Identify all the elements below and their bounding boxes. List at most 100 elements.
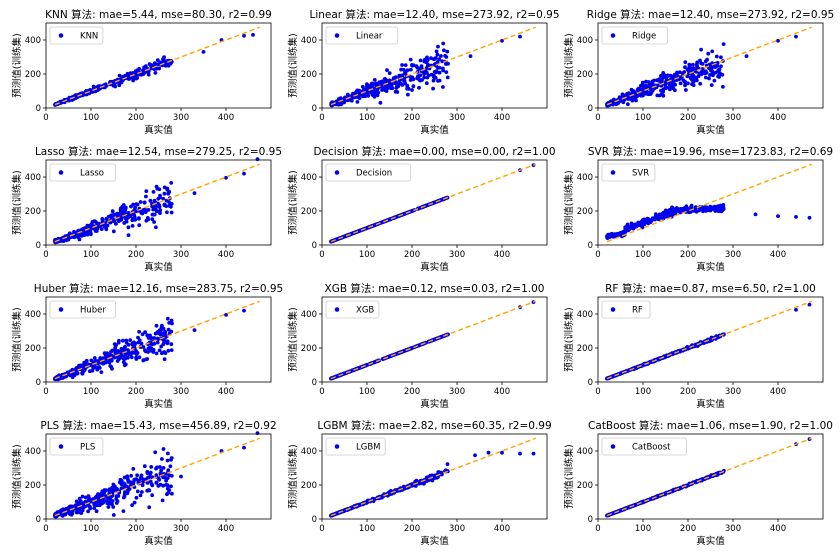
x-tick-label: 200 [404, 524, 420, 534]
subplot-lasso: Lasso 算法: mae=12.54, mse=279.25, r2=0.95… [11, 145, 282, 273]
y-tick-label: 0 [588, 515, 593, 525]
axes-frame [45, 433, 272, 520]
scatter-point [161, 342, 166, 347]
scatter-point [611, 374, 616, 379]
legend-label: SVR [632, 169, 649, 179]
scatter-point [644, 83, 648, 88]
scatter-point [384, 89, 389, 93]
scatter-point [435, 52, 440, 57]
y-tick-label: 200 [577, 481, 593, 491]
scatter-point [680, 207, 685, 211]
y-tick-label: 400 [301, 173, 317, 183]
scatter-point [124, 340, 129, 345]
scatter-point [379, 495, 384, 500]
x-tick-label: 0 [319, 113, 324, 123]
x-tick-label: 300 [173, 113, 189, 123]
scatter-point [75, 371, 80, 376]
y-tick-label: 400 [301, 310, 317, 320]
scatter-point [408, 67, 413, 72]
scatter-point [192, 328, 197, 332]
scatter-point [165, 458, 170, 463]
x-tick-label: 0 [595, 250, 600, 260]
scatter-point [154, 351, 159, 356]
x-tick-label: 400 [770, 387, 786, 397]
scatter-point [104, 354, 109, 359]
scatter-point [159, 468, 164, 473]
axes-frame [597, 22, 824, 109]
scatter-point [710, 49, 715, 54]
scatter-point [121, 360, 126, 364]
scatter-point [164, 478, 169, 483]
scatter-point [144, 189, 149, 194]
scatter-point [693, 342, 698, 347]
x-tick-label: 200 [128, 387, 144, 397]
scatter-point [641, 89, 645, 94]
scatter-point [807, 215, 812, 220]
scatter-point [132, 500, 137, 505]
scatter-point [110, 485, 114, 490]
scatter-point [118, 211, 123, 215]
scatter-point [653, 213, 658, 218]
scatter-point [424, 70, 429, 75]
scatter-point [379, 79, 384, 84]
scatter-point [410, 88, 414, 92]
scatter-point [85, 223, 90, 228]
scatter-point [170, 491, 174, 496]
scatter-point [154, 207, 158, 212]
scatter-point [91, 366, 96, 370]
scatter-point [618, 232, 622, 237]
legend-marker [334, 33, 340, 38]
x-tick-label: 200 [128, 524, 144, 534]
scatter-point [95, 503, 100, 507]
subplot-title: SVR 算法: mae=19.96, mse=1723.83, r2=0.69 [588, 145, 833, 158]
scatter-point [255, 431, 260, 435]
y-axis-label: 预测值(训练集) [563, 307, 575, 371]
scatter-point [242, 308, 246, 313]
scatter-point [78, 507, 83, 512]
scatter-point [671, 74, 675, 79]
scatter-point [165, 483, 170, 488]
scatter-point [138, 493, 143, 498]
subplot-decision: Decision 算法: mae=0.00, mse=0.00, r2=1.00… [287, 145, 556, 273]
x-tick-label: 0 [43, 250, 48, 260]
scatter-point [680, 71, 685, 76]
scatter-point [372, 94, 377, 99]
scatter-point [667, 208, 672, 213]
scatter-point [131, 467, 136, 471]
scatter-point [383, 77, 387, 81]
scatter-point [146, 350, 150, 354]
scatter-point [149, 348, 154, 353]
y-tick-label: 400 [577, 36, 593, 46]
legend-marker [334, 444, 340, 449]
legend-box [325, 300, 380, 319]
scatter-point [116, 213, 121, 218]
scatter-point [67, 505, 71, 510]
legend: XGB [325, 300, 380, 319]
scatter-point [107, 489, 112, 493]
scatter-point [166, 451, 170, 456]
x-tick-label: 100 [359, 524, 375, 534]
y-tick-label: 400 [25, 447, 41, 457]
scatter-point [651, 82, 655, 87]
x-axis-label: 真实值 [696, 124, 725, 136]
scatter-point [152, 198, 157, 203]
scatter-point [131, 202, 136, 207]
axes-frame [45, 296, 272, 383]
scatter-point [721, 84, 725, 89]
legend: Decision [325, 163, 411, 182]
scatter-point [744, 54, 749, 58]
x-tick-label: 0 [43, 524, 48, 534]
scatter-point [158, 482, 163, 487]
scatter-point [128, 338, 133, 342]
legend: RF [601, 300, 651, 319]
scatter-point [110, 348, 115, 353]
scatter-point [158, 465, 162, 469]
subplot-linear: Linear 算法: mae=12.40, mse=273.92, r2=0.9… [287, 8, 560, 136]
scatter-point [118, 477, 123, 482]
scatter-point [444, 70, 449, 74]
scatter-point [169, 342, 174, 347]
legend-box [601, 437, 687, 456]
scatter-point [169, 456, 174, 460]
subplot-svr: SVR 算法: mae=19.96, mse=1723.83, r2=0.69 0… [563, 145, 833, 273]
scatter-point [396, 84, 401, 89]
